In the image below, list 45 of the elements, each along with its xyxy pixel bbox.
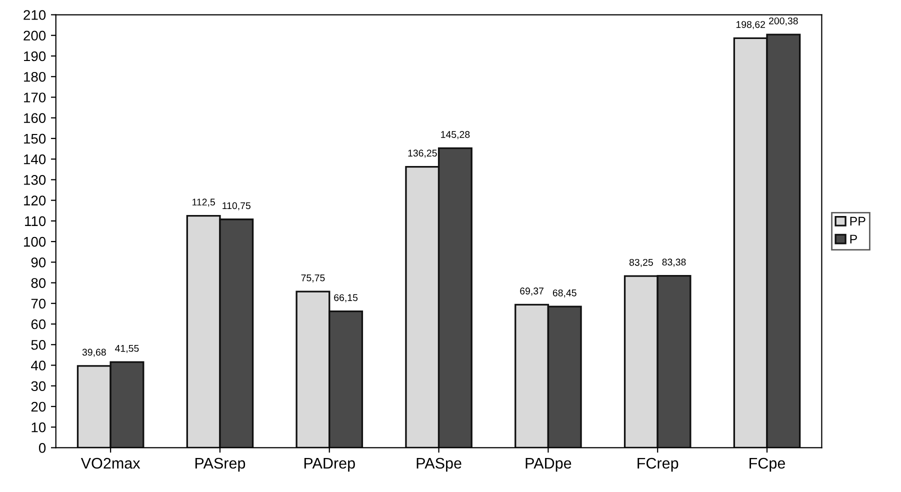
data-label: 112,5 [192, 198, 215, 207]
y-tick-label: 20 [31, 402, 46, 412]
x-tick-label: FCpe [750, 458, 786, 472]
data-label: 145,28 [441, 131, 470, 140]
data-label: 136,25 [408, 150, 437, 158]
legend-label: PP [850, 216, 866, 226]
y-tick-label: 70 [31, 298, 46, 309]
y-tick-label: 40 [31, 360, 46, 370]
y-tick-label: 200 [24, 30, 46, 41]
y-tick-label: 130 [24, 175, 46, 185]
y-tick-label: 140 [24, 154, 46, 164]
x-tick-label: PASrep [195, 458, 246, 472]
y-tick-label: 210 [24, 10, 46, 20]
data-label: 69,37 [520, 288, 544, 296]
data-label: 83,38 [662, 258, 686, 267]
y-tick-label: 170 [24, 92, 46, 102]
data-label: 75,75 [301, 274, 325, 282]
x-tick-label: PADpe [526, 458, 572, 472]
y-tick-label: 60 [31, 319, 46, 330]
x-tick-label: VO2max [80, 458, 140, 469]
data-label: 110,75 [222, 202, 250, 210]
y-tick-label: 90 [31, 258, 46, 268]
y-tick-label: 80 [31, 278, 46, 288]
y-tick-label: 30 [31, 381, 46, 392]
y-tick-label: 190 [24, 51, 46, 62]
y-tick-label: 180 [24, 72, 46, 82]
data-label: 66,15 [334, 294, 358, 302]
data-label: 198,62 [736, 21, 765, 30]
x-tick-label: FCrep [638, 458, 678, 472]
x-tick-label: PASpe [416, 458, 462, 472]
y-tick-label: 100 [24, 236, 46, 247]
y-tick-label: 50 [31, 340, 46, 350]
y-tick-label: 10 [32, 422, 46, 432]
data-label: 39,68 [82, 348, 106, 357]
y-tick-label: 110 [25, 216, 46, 226]
data-label: 200,38 [769, 17, 798, 26]
legend-label: P [850, 234, 857, 244]
data-label: 41,55 [115, 345, 139, 353]
data-label: 68,45 [552, 289, 576, 298]
data-label: 83,25 [629, 258, 653, 267]
y-tick-label: 150 [24, 134, 46, 144]
y-tick-label: 160 [24, 113, 46, 124]
y-tick-label: 0 [38, 443, 46, 453]
x-tick-label: PADrep [304, 458, 355, 472]
y-tick-label: 120 [24, 196, 46, 206]
